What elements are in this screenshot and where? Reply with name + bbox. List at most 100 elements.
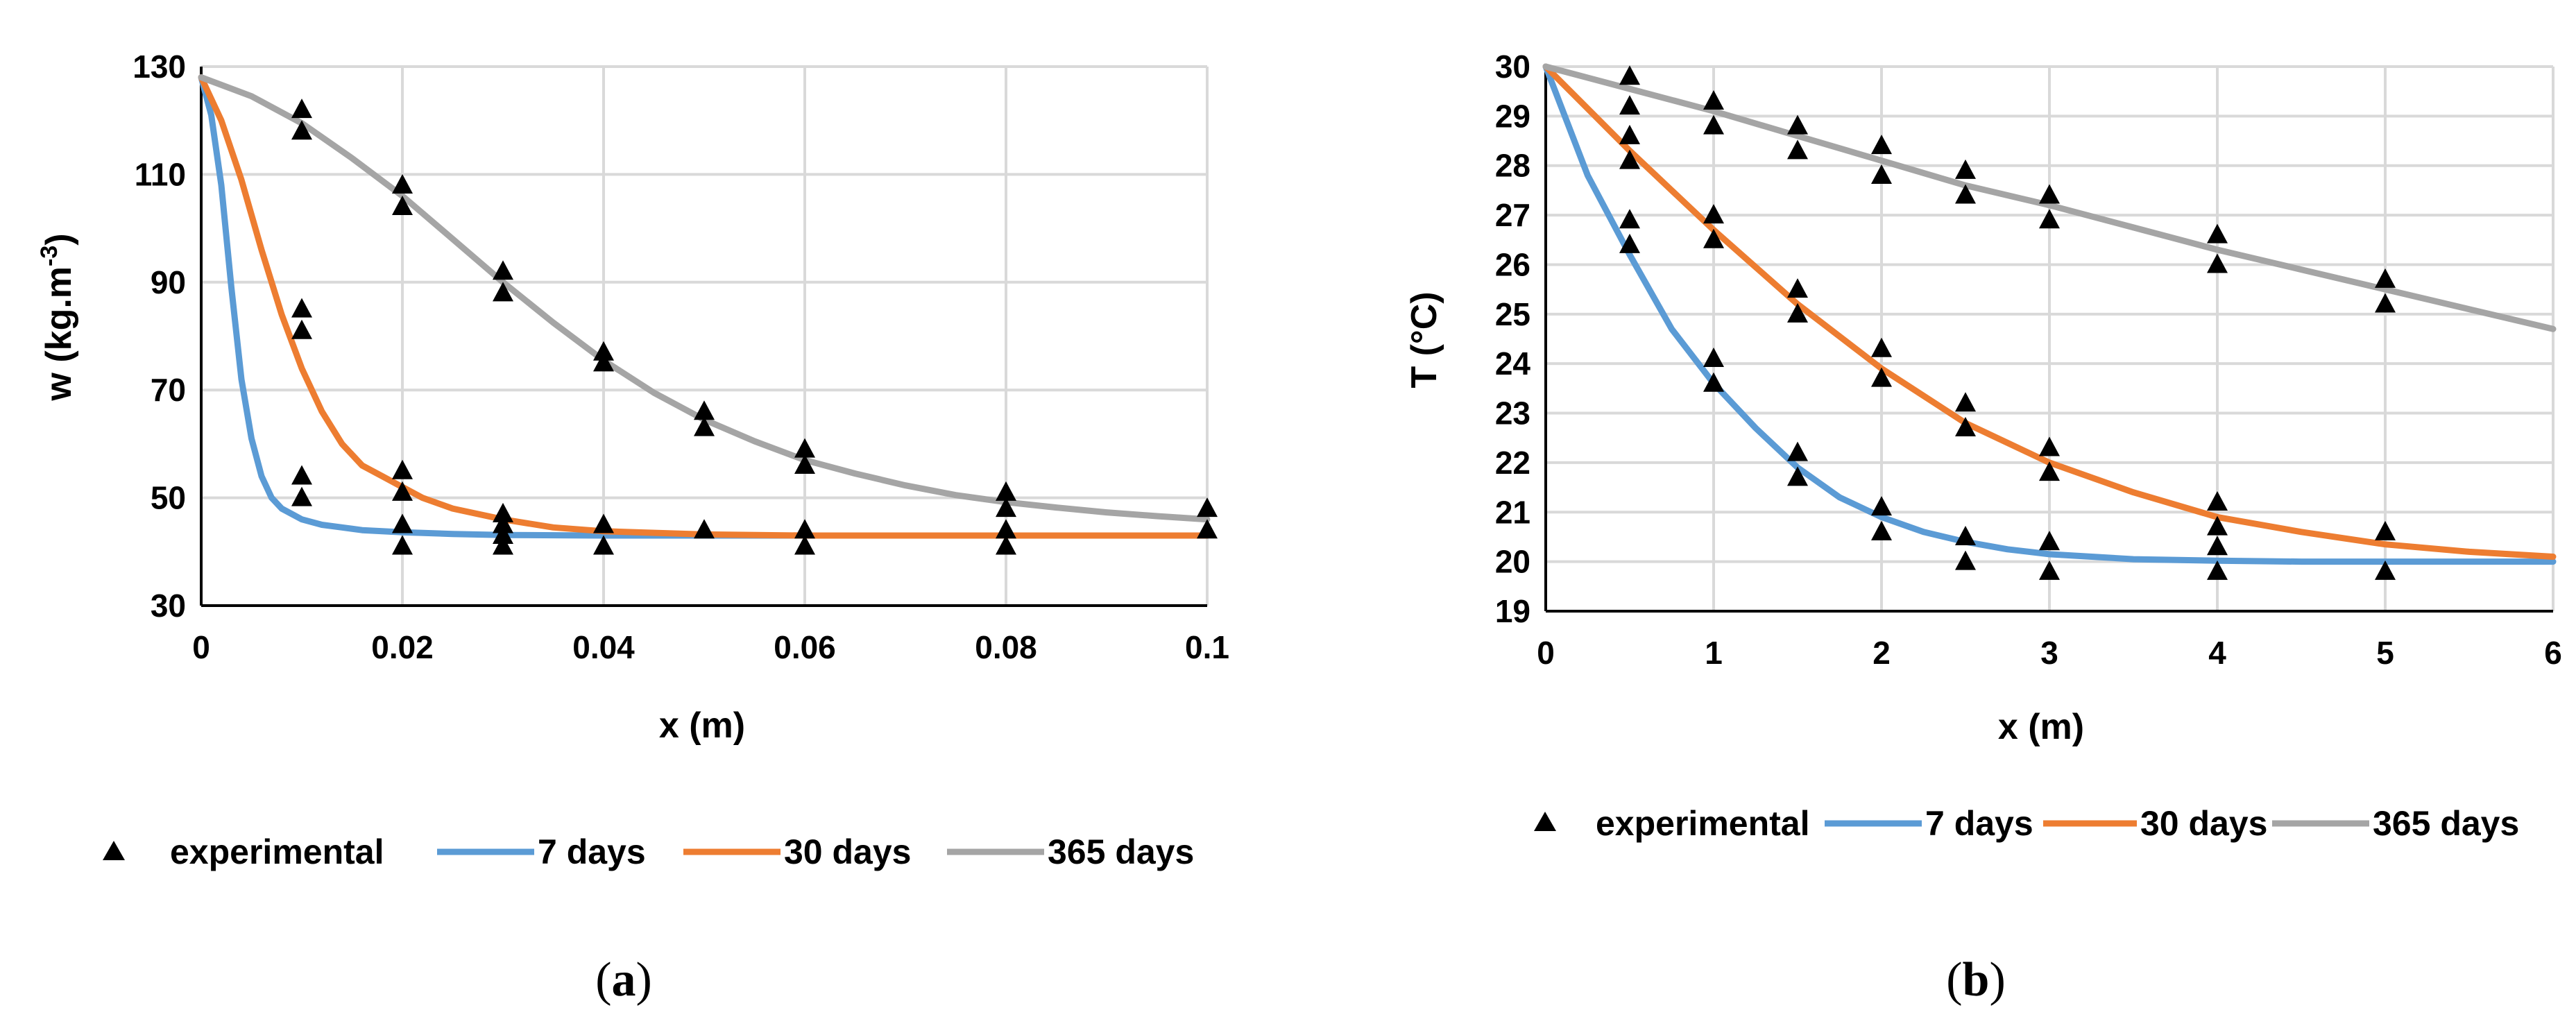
chart-a-experimental-point — [392, 173, 413, 194]
chart-b-experimental-point — [1871, 135, 1892, 155]
chart-a-y-axis-label-main: w (kg.m — [39, 266, 79, 402]
chart-a-experimental-point — [1197, 497, 1218, 518]
chart-a-x-tick-label: 0.08 — [975, 629, 1037, 665]
chart-b-experimental-point — [1787, 466, 1808, 486]
chart-a-experimental-point — [291, 319, 312, 339]
chart-b-experimental-point — [1787, 114, 1808, 135]
chart-b-legend-7days-label: 7 days — [1925, 804, 2033, 843]
chart-a-y-axis-label-end: ) — [39, 233, 79, 245]
chart-b-x-tick-label: 5 — [2376, 635, 2394, 671]
chart-b-experimental-point — [2207, 491, 2228, 511]
chart-b-experimental-point — [2207, 515, 2228, 536]
chart-a-y-axis-label-sup: -3 — [36, 246, 62, 266]
chart-b-experimental-point — [1619, 124, 1640, 144]
chart-b-experimental-point — [1787, 278, 1808, 298]
chart-b-experimental-point — [1619, 209, 1640, 229]
chart-b-experimental-point — [2039, 184, 2060, 204]
chart-a-x-tick-label: 0.1 — [1185, 629, 1229, 665]
chart-b-y-tick-label: 29 — [1495, 98, 1530, 134]
chart-a-line-30-days — [198, 74, 1211, 539]
chart-b-y-tick-label: 24 — [1495, 345, 1531, 382]
chart-a-experimental-point — [493, 513, 513, 533]
chart-b-x-tick-label: 0 — [1537, 635, 1555, 671]
chart-b-experimental-point — [1619, 149, 1640, 169]
chart-b-experimental-point — [1871, 496, 1892, 516]
chart-a-experimental-point — [794, 535, 815, 555]
chart-b-experimental-point — [1955, 159, 1976, 179]
chart-a-experimental-point — [291, 99, 312, 119]
chart-b-experimental-point — [1871, 164, 1892, 184]
chart-b-y-tick-label: 25 — [1495, 296, 1530, 332]
chart-a-experimental-point — [493, 524, 513, 544]
chart-b-experimental-point — [1871, 337, 1892, 357]
chart-a-experimental-point — [694, 400, 715, 420]
chart-a-experimental-point — [291, 465, 312, 485]
chart-b-x-tick-label: 2 — [1873, 635, 1891, 671]
chart-panel-a: 30 50 70 90 110 130 0 0.02 0.04 0.06 0.08 0.1 x (m… — [36, 49, 1229, 1007]
chart-b-experimental-point — [1787, 302, 1808, 323]
chart-b-experimental-point — [2375, 520, 2396, 540]
chart-b-experimental-point — [2375, 293, 2396, 313]
chart-a-experimental-point — [694, 519, 715, 539]
chart-b-experimental-point — [1703, 89, 1724, 110]
chart-b-legend: experimental 7 days 30 days 365 days — [1534, 804, 2519, 843]
chart-b-experimental-point — [2207, 560, 2228, 580]
chart-b-y-tick-label: 22 — [1495, 445, 1530, 481]
chart-a-y-tick-label: 90 — [151, 264, 186, 300]
chart-b-x-ticks: 0 1 2 3 4 5 6 — [1537, 635, 2562, 671]
chart-b-y-tick-label: 21 — [1495, 494, 1530, 530]
chart-a-x-tick-label: 0 — [192, 629, 210, 665]
chart-a-series-lines — [198, 74, 1211, 539]
chart-b-experimental-point — [1787, 441, 1808, 461]
chart-a-legend: experimental 7 days 30 days 365 days — [103, 832, 1194, 871]
chart-a-experimental-point — [291, 298, 312, 318]
chart-b-experimental-point — [2375, 560, 2396, 580]
chart-a-experimental-point — [1197, 519, 1218, 539]
chart-b-experimental-point — [1955, 525, 1976, 545]
chart-b-legend-30days-label: 30 days — [2140, 804, 2267, 843]
chart-b-experimental-point — [2039, 531, 2060, 551]
chart-a-experimental-point — [794, 454, 815, 474]
chart-b-experimental-point — [1955, 184, 1976, 204]
chart-a-experimental-point — [593, 341, 614, 361]
chart-b-experimental-point — [2039, 461, 2060, 481]
chart-b-experimental-point — [1703, 372, 1724, 392]
chart-a-experimental-point — [996, 481, 1016, 501]
chart-a-experimental-point — [493, 502, 513, 522]
chart-b-y-tick-label: 23 — [1495, 395, 1530, 431]
chart-b-x-tick-label: 1 — [1705, 635, 1723, 671]
chart-a-x-tick-label: 0.04 — [572, 629, 635, 665]
chart-b-x-tick-label: 3 — [2040, 635, 2058, 671]
chart-a-x-axis-label: x (m) — [659, 706, 745, 746]
chart-a-experimental-point — [291, 486, 312, 506]
chart-a-experimental-point — [392, 481, 413, 501]
chart-a-experimental-point — [392, 513, 413, 533]
chart-b-x-axis-label: x (m) — [1998, 707, 2084, 747]
chart-b-y-tick-label: 20 — [1495, 544, 1530, 580]
chart-a-experimental-point — [593, 535, 614, 555]
chart-a-x-tick-label: 0.02 — [371, 629, 434, 665]
chart-a-experimental-point — [996, 535, 1016, 555]
chart-a-legend-7days-label: 7 days — [538, 832, 646, 871]
chart-a-experimental-point — [694, 416, 715, 436]
chart-b-line-7-days — [1542, 63, 2557, 565]
chart-b-y-tick-label: 27 — [1495, 197, 1530, 233]
chart-b-line-365-days — [1542, 63, 2557, 332]
chart-b-experimental-point — [1619, 233, 1640, 253]
chart-b-x-tick-label: 4 — [2208, 635, 2226, 671]
chart-a-experimental-point — [392, 196, 413, 216]
chart-a-experimental-point — [392, 535, 413, 555]
chart-b-experimental-point — [2207, 253, 2228, 273]
chart-b-experimental-point — [1955, 550, 1976, 570]
chart-b-caption-letter: b — [1963, 953, 1990, 1007]
chart-b-legend-365days-label: 365 days — [2373, 804, 2519, 843]
chart-a-y-tick-label: 70 — [151, 372, 186, 408]
chart-b-caption: (b) — [1946, 953, 2006, 1007]
chart-b-experimental-point — [2039, 209, 2060, 229]
chart-a-experimental-point — [392, 459, 413, 479]
chart-b-gridlines — [1544, 65, 2554, 613]
chart-b-y-axis-label: T (°C) — [1404, 291, 1444, 388]
chart-b-experimental-point — [2039, 436, 2060, 456]
chart-a-line-7-days — [198, 74, 1211, 539]
